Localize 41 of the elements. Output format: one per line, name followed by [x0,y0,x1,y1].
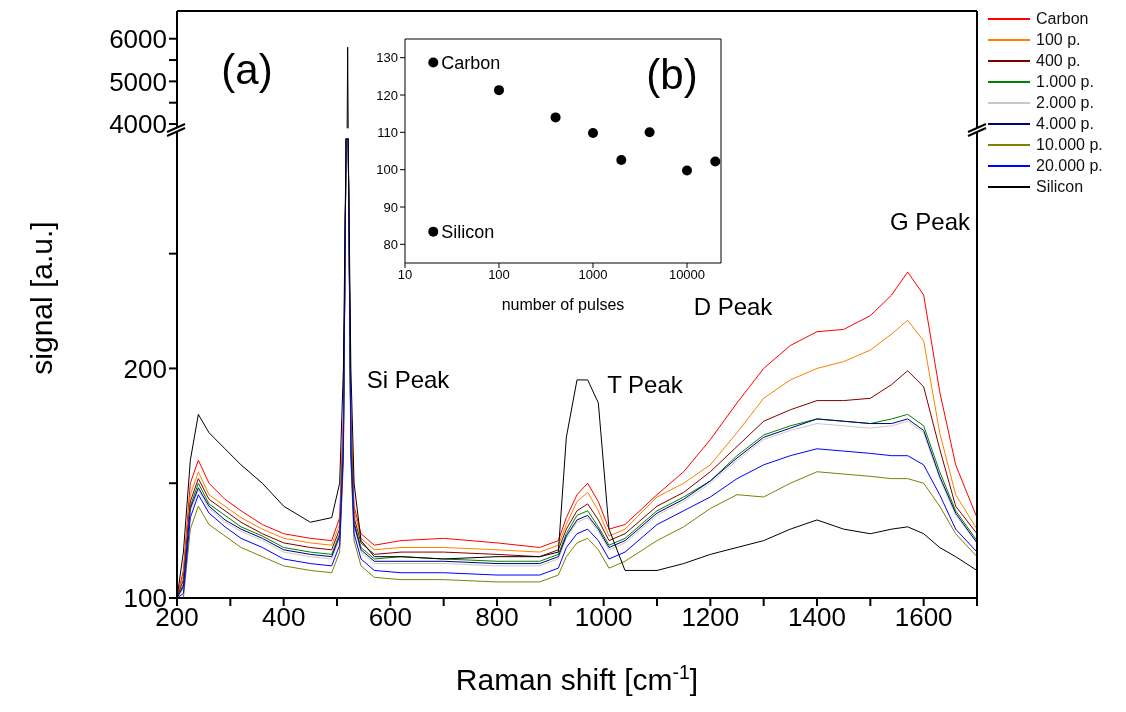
legend-label: 100 p. [1036,30,1081,49]
y-tick-label: 110 [377,124,398,140]
x-tick-label: 800 [475,602,519,633]
legend-label: Carbon [1036,9,1089,28]
x-tick-label: 600 [368,602,413,633]
annotation: D Peak [693,292,773,321]
x-tick-label: 1400 [788,602,846,633]
annotation: T Peak [607,370,683,399]
legend-label: 400 p. [1036,51,1081,70]
annotation: (b) [646,50,698,99]
y-tick-label: 5000 [109,66,167,97]
legend-label: 10.000 p. [1036,135,1103,154]
x-tick-label: 100 [488,267,510,283]
x-tick-label: 1000 [574,602,633,633]
x-axis-title: Raman shift [cm$^{-1}$] [455,661,699,696]
x-tick-label: 10 [397,267,413,283]
y-tick-label: 6000 [109,23,167,54]
legend-label: 2.000 p. [1036,93,1094,112]
annotation: Carbon [441,52,501,73]
annotation: (a) [221,45,273,94]
annotation: Silicon [441,222,495,243]
x-tick-label: 10000 [668,267,706,283]
legend-label: Silicon [1036,177,1084,196]
y-tick-label: 130 [376,50,398,66]
annotation: G Peak [889,207,971,236]
annotation: Si Peak [366,365,450,394]
x-tick-label: 400 [261,602,306,633]
y-tick-label: 4000 [109,109,167,140]
legend-label: 4.000 p. [1036,114,1094,133]
x-tick-label: 1600 [894,602,953,633]
x-axis-title: number of pulses [501,296,625,313]
x-tick-label: 1200 [681,602,740,633]
y-tick-label: 100 [376,162,398,178]
y-tick-label: 200 [123,353,167,384]
y-axis-title: signal [a.u.] [25,221,59,375]
legend-label: 1.000 p. [1036,72,1094,91]
y-tick-label: 80 [383,236,398,252]
x-tick-label: 1000 [578,267,608,283]
y-tick-label: 120 [376,87,398,103]
y-tick-label: 90 [383,199,398,215]
legend-label: 20.000 p. [1036,156,1103,175]
